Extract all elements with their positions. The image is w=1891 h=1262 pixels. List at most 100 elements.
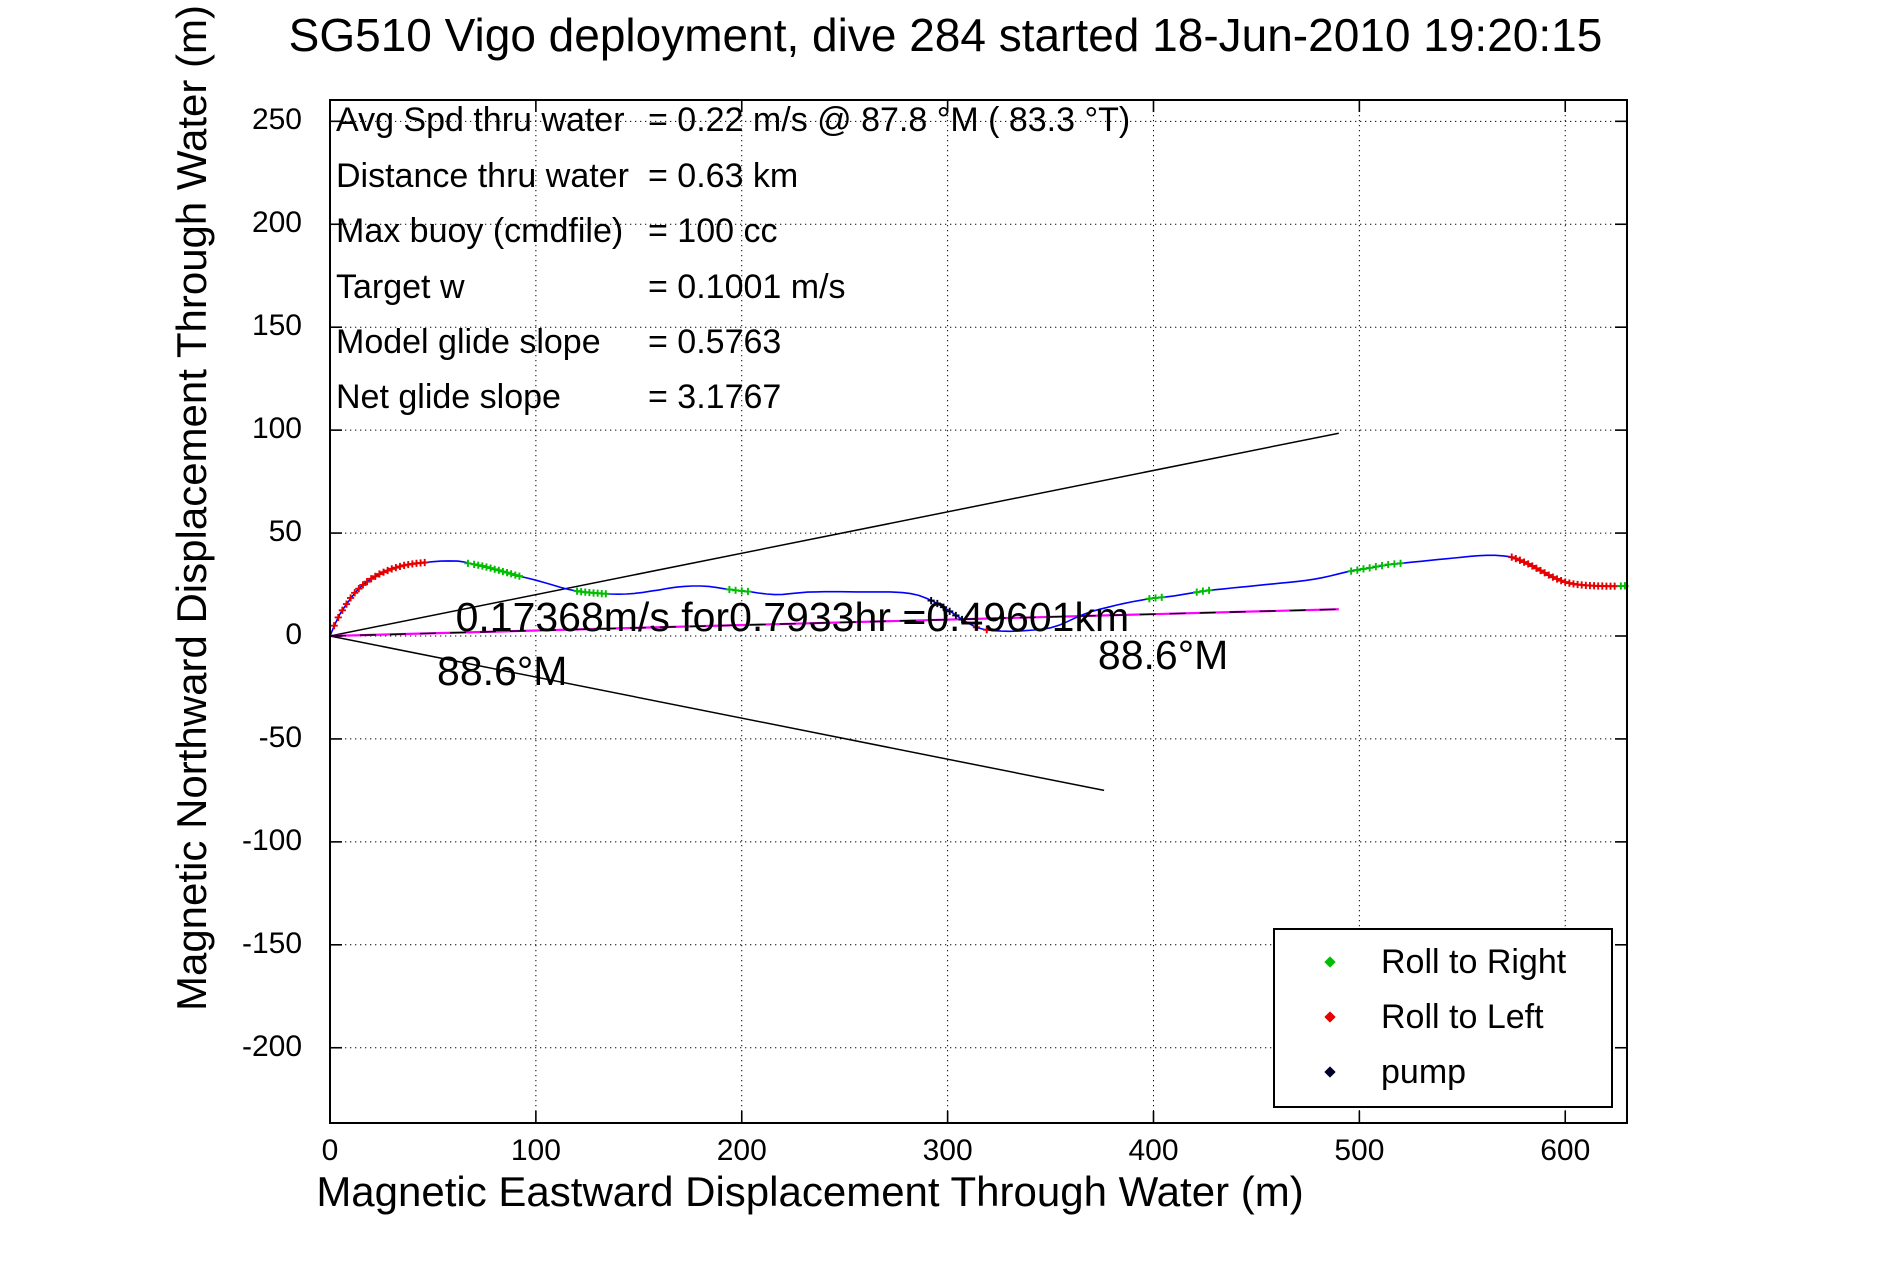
pump-marker <box>933 599 941 608</box>
roll-to-right-marker <box>1145 595 1153 603</box>
roll-to-right-marker <box>725 585 733 594</box>
roll-to-left-marker <box>355 585 363 593</box>
axes-box <box>329 99 1628 1124</box>
roll-to-left-marker <box>1611 582 1619 590</box>
roll-to-left-marker <box>972 623 981 631</box>
stat-value: = 0.22 m/s @ 87.8 °M ( 83.3 °T) <box>648 101 1131 139</box>
roll-to-right-marker <box>507 570 515 578</box>
roll-to-left-marker <box>346 594 355 602</box>
roll-to-left-marker <box>1545 571 1553 579</box>
y-tick-label: 250 <box>251 103 302 137</box>
roll-to-left-marker <box>351 589 359 597</box>
roll-to-left-marker <box>396 562 404 571</box>
roll-to-left-marker <box>1516 556 1524 564</box>
roll-to-left-marker <box>338 606 346 614</box>
roll-to-left-marker <box>1508 553 1516 561</box>
stat-value: = 0.5763 <box>648 323 782 361</box>
roll-to-right-marker <box>1359 565 1368 573</box>
roll-to-right-marker <box>491 565 499 573</box>
x-tick-label: 600 <box>1540 1134 1591 1167</box>
annotation-dac-speed: 0.17368m/s for0.7933hr =0.49601km <box>455 593 1130 640</box>
y-tick-label: -50 <box>258 720 302 754</box>
x-axis-label: Magnetic Eastward Displacement Through W… <box>316 1168 1304 1215</box>
roll-to-left-marker <box>384 566 392 575</box>
x-tick-label: 200 <box>716 1134 767 1167</box>
roll-to-right-marker <box>1353 566 1361 574</box>
pump-marker <box>958 615 966 624</box>
roll-to-left-marker <box>1536 566 1545 575</box>
legend-marker-roll-to-left-icon <box>1324 1011 1336 1023</box>
roll-to-left-marker <box>359 581 367 589</box>
roll-to-left-marker <box>330 622 338 630</box>
legend-label: Roll to Right <box>1381 943 1567 981</box>
roll-to-left-marker <box>1541 569 1549 577</box>
roll-to-left-marker <box>1528 562 1536 570</box>
legend-item: Roll to Right <box>1275 943 1611 984</box>
roll-to-right-marker <box>511 571 519 579</box>
roll-to-left-marker <box>371 572 379 580</box>
roll-to-right-marker <box>738 587 746 595</box>
annotation-bearing-far: 88.6°M <box>1097 631 1229 678</box>
stat-value: = 0.1001 m/s <box>648 268 846 306</box>
roll-to-left-marker <box>367 575 375 583</box>
legend-item: pump <box>1275 1053 1611 1094</box>
roll-to-left-marker <box>1532 564 1541 572</box>
roll-to-left-marker <box>1549 573 1557 581</box>
roll-to-right-marker <box>744 587 752 596</box>
x-tick-label: 0 <box>321 1134 339 1167</box>
legend-item: Roll to Left <box>1275 998 1611 1039</box>
stat-label: Net glide slope <box>336 378 561 416</box>
roll-to-right-marker <box>1396 559 1405 567</box>
y-tick-label: -200 <box>241 1029 302 1063</box>
roll-to-right-marker <box>464 559 472 567</box>
y-tick-label: 200 <box>251 206 302 240</box>
roll-to-left-marker <box>392 564 400 572</box>
legend-marker-pump-icon <box>1324 1066 1336 1078</box>
stat-label: Distance thru water <box>336 157 629 195</box>
roll-to-left-marker <box>1553 575 1561 583</box>
x-tick-label: 400 <box>1128 1134 1179 1167</box>
net-displacement-line-dash-overlay <box>329 608 1339 637</box>
roll-to-right-marker <box>602 590 610 598</box>
y-axis-label: Magnetic Northward Displacement Through … <box>168 4 215 1012</box>
annotation-bearing-near: 88.6°M <box>437 648 568 695</box>
roll-to-left-marker <box>375 570 384 578</box>
y-tick-label: 100 <box>251 412 302 446</box>
legend-label: Roll to Left <box>1381 998 1544 1036</box>
legend-marker-roll-to-right-icon <box>1324 956 1336 968</box>
x-tick-label: 300 <box>922 1134 973 1167</box>
roll-to-left-marker <box>1520 558 1528 566</box>
stat-label: Avg Spd thru water <box>336 101 625 139</box>
roll-to-left-marker <box>1561 578 1569 586</box>
x-tick-label: 500 <box>1334 1134 1385 1167</box>
roll-to-left-marker <box>363 578 371 586</box>
track-through-water <box>329 554 1628 637</box>
bearing-wedge-upper <box>329 432 1339 637</box>
roll-to-left-marker <box>983 626 991 634</box>
y-tick-label: -150 <box>241 926 302 960</box>
roll-to-right-marker <box>503 568 511 577</box>
y-tick-label: -100 <box>241 823 302 857</box>
y-tick-label: 150 <box>251 309 302 343</box>
stat-value: = 0.63 km <box>648 157 799 195</box>
roll-to-right-marker <box>1384 560 1392 569</box>
y-tick-label: 50 <box>268 515 302 549</box>
roll-to-left-marker <box>1524 560 1532 568</box>
stat-label: Target w <box>336 268 465 306</box>
roll-to-left-marker <box>334 613 342 622</box>
roll-to-right-marker <box>482 563 491 571</box>
roll-to-right-marker <box>495 566 503 574</box>
roll-to-right-marker <box>1366 564 1374 572</box>
roll-to-left-marker <box>1512 554 1520 563</box>
plot-title: SG510 Vigo deployment, dive 284 started … <box>288 9 1603 61</box>
stat-value: = 3.1767 <box>648 378 782 416</box>
roll-to-right-marker <box>478 562 486 570</box>
pump-marker <box>927 596 935 605</box>
roll-to-right-marker <box>499 567 507 576</box>
roll-to-left-marker <box>1557 577 1565 585</box>
roll-to-left-marker <box>421 558 429 567</box>
roll-to-right-marker <box>731 586 740 594</box>
roll-to-right-marker <box>1372 563 1380 571</box>
roll-to-right-marker <box>1390 560 1398 568</box>
